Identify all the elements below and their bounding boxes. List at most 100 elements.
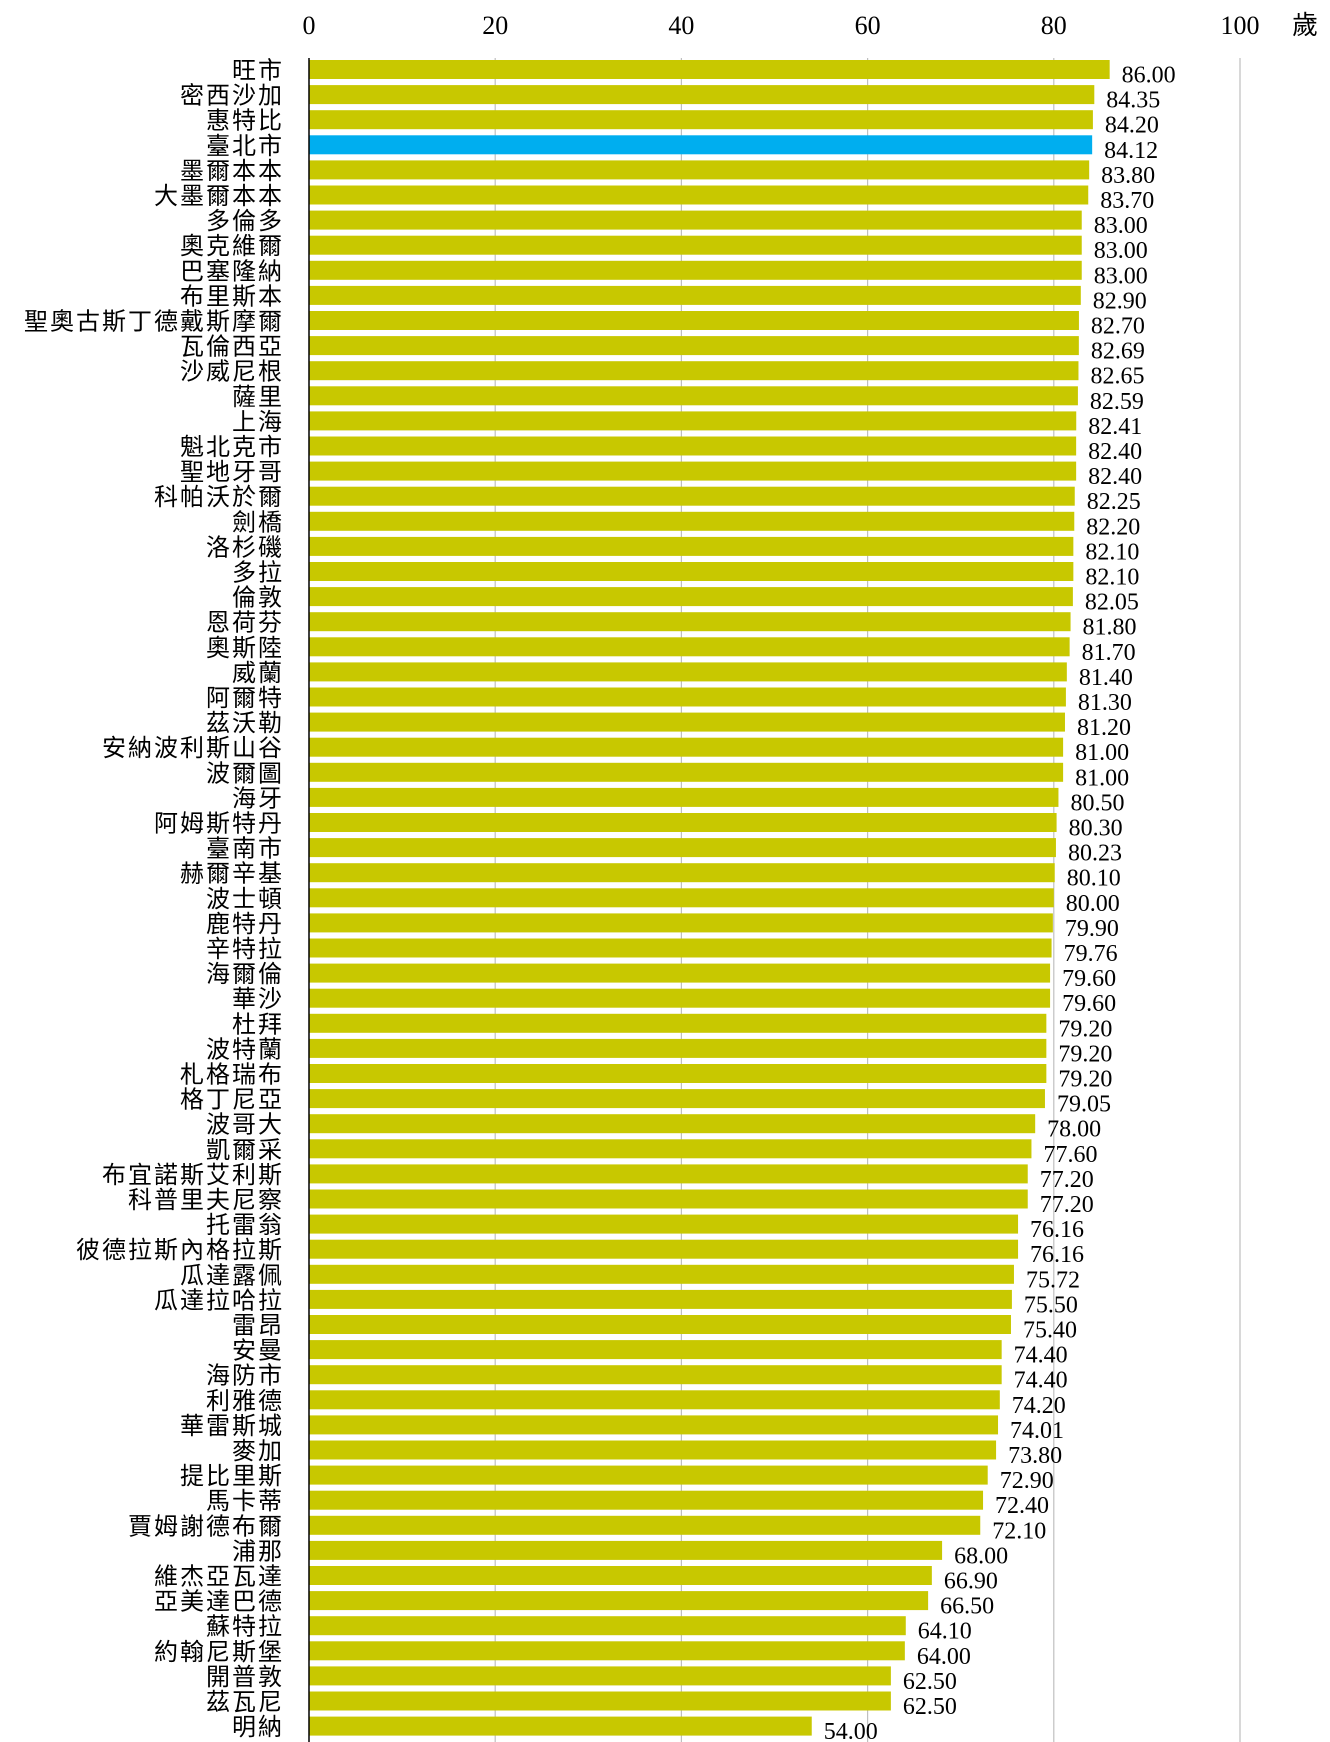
- bar: [309, 1716, 812, 1736]
- category-label: 利雅德: [206, 1388, 284, 1415]
- category-label: 辛特拉: [206, 936, 284, 963]
- value-label: 84.12: [1104, 138, 1158, 164]
- value-label: 80.50: [1070, 790, 1124, 816]
- category-label: 瓜達拉哈拉: [154, 1287, 284, 1314]
- category-label: 聖地牙哥: [180, 459, 284, 486]
- value-label: 74.40: [1014, 1343, 1068, 1369]
- category-label: 波士頓: [206, 886, 284, 913]
- value-label: 81.00: [1075, 740, 1129, 766]
- value-label: 80.30: [1069, 816, 1123, 842]
- category-label: 臺南市: [206, 836, 284, 863]
- value-label: 82.41: [1088, 414, 1142, 440]
- bar: [309, 185, 1089, 205]
- value-label: 83.70: [1100, 188, 1154, 214]
- bar: [309, 411, 1077, 431]
- x-tick-label: 100: [1221, 11, 1260, 40]
- value-label: 79.60: [1062, 991, 1116, 1017]
- category-label: 倫敦: [232, 585, 284, 612]
- value-label: 64.10: [918, 1619, 972, 1645]
- bar: [309, 1440, 997, 1460]
- value-label: 79.05: [1057, 1092, 1111, 1118]
- bar: [309, 110, 1093, 130]
- category-label: 海爾倫: [206, 961, 284, 988]
- value-label: 82.25: [1087, 489, 1141, 515]
- value-labels: 86.0084.3584.2084.1283.8083.7083.0083.00…: [824, 63, 1176, 1742]
- bar: [309, 511, 1075, 531]
- category-label: 大墨爾本本: [154, 183, 284, 210]
- category-label: 蘇特拉: [206, 1614, 284, 1641]
- value-label: 75.50: [1024, 1292, 1078, 1318]
- value-label: 72.40: [995, 1493, 1049, 1519]
- category-label: 杜拜: [232, 1011, 284, 1038]
- category-label: 安曼: [232, 1338, 284, 1365]
- bar: [309, 587, 1073, 607]
- value-label: 83.00: [1094, 213, 1148, 239]
- value-label: 82.10: [1085, 539, 1139, 565]
- value-label: 82.40: [1088, 464, 1142, 490]
- category-label: 瓦倫西亞: [180, 334, 284, 361]
- bar: [309, 386, 1078, 406]
- value-label: 79.20: [1058, 1041, 1112, 1067]
- bar: [309, 210, 1082, 230]
- value-label: 79.60: [1062, 966, 1116, 992]
- bar: [309, 1390, 1000, 1410]
- category-labels: 旺市密西沙加惠特比臺北市墨爾本本大墨爾本本多倫多奧克維爾巴塞隆納布里斯本聖奧古斯…: [24, 58, 284, 1742]
- x-tick-label: 0: [303, 11, 316, 40]
- category-label: 波哥大: [206, 1112, 284, 1139]
- category-label: 維杰亞瓦達: [154, 1564, 284, 1591]
- value-label: 83.80: [1101, 163, 1155, 189]
- bar: [309, 85, 1095, 105]
- category-label: 麥加: [232, 1438, 284, 1465]
- category-label: 旺市: [232, 58, 284, 85]
- value-label: 82.10: [1085, 565, 1139, 591]
- value-label: 72.10: [992, 1518, 1046, 1544]
- category-label: 沙威尼根: [180, 359, 284, 386]
- bar: [309, 486, 1075, 506]
- value-label: 74.20: [1012, 1393, 1066, 1419]
- category-label: 華沙: [232, 986, 284, 1013]
- bar: [309, 737, 1064, 757]
- category-label: 洛杉磯: [206, 534, 284, 561]
- bar: [309, 135, 1093, 155]
- value-label: 62.50: [903, 1694, 957, 1720]
- category-label: 明納: [232, 1714, 284, 1741]
- value-label: 75.72: [1026, 1267, 1080, 1293]
- category-label: 札格瑞布: [180, 1062, 284, 1089]
- category-label: 海牙: [232, 785, 284, 812]
- category-label: 阿爾特: [206, 685, 284, 712]
- x-axis-unit-label: 歲: [1292, 11, 1318, 40]
- value-label: 76.16: [1030, 1217, 1084, 1243]
- category-label: 恩荷芬: [206, 610, 284, 637]
- category-label: 提比里斯: [180, 1463, 284, 1490]
- bar: [309, 787, 1059, 807]
- value-label: 81.00: [1075, 765, 1129, 791]
- bar: [309, 1289, 1012, 1309]
- bar: [309, 1189, 1028, 1209]
- value-label: 82.90: [1093, 288, 1147, 314]
- bar: [309, 260, 1082, 280]
- bar: [309, 838, 1056, 858]
- bars: [309, 60, 1110, 1736]
- category-label: 多拉: [232, 560, 284, 587]
- bar: [309, 1515, 981, 1535]
- category-label: 赫爾辛基: [180, 861, 284, 888]
- value-label: 77.20: [1040, 1167, 1094, 1193]
- bar: [309, 1415, 999, 1435]
- bar: [309, 235, 1082, 255]
- category-label: 魁北克市: [180, 434, 284, 461]
- value-label: 82.59: [1090, 389, 1144, 415]
- bar: [309, 988, 1051, 1008]
- bar: [309, 1465, 988, 1485]
- bar: [309, 1064, 1047, 1083]
- category-label: 布里斯本: [180, 283, 284, 310]
- value-label: 74.01: [1010, 1418, 1064, 1444]
- value-label: 83.00: [1094, 263, 1148, 289]
- value-label: 72.90: [1000, 1468, 1054, 1494]
- category-label: 海防市: [206, 1363, 284, 1390]
- bar: [309, 336, 1079, 356]
- value-label: 62.50: [903, 1669, 957, 1695]
- value-label: 82.05: [1085, 590, 1139, 616]
- category-label: 安納波利斯山谷: [102, 735, 284, 762]
- category-label: 馬卡蒂: [206, 1488, 284, 1515]
- bar: [309, 461, 1077, 481]
